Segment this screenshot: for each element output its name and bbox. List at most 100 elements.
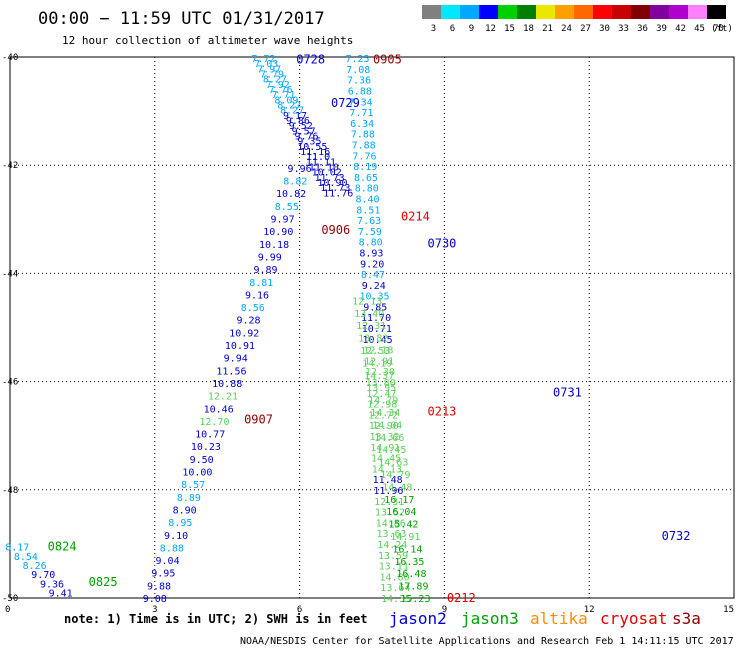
x-tick-label: 3	[152, 605, 157, 615]
wave-height-value: 11.16	[300, 147, 330, 158]
wave-height-value: 9.85	[363, 302, 387, 313]
wave-height-value: 12.13	[352, 296, 382, 307]
wave-height-value: 9.57	[292, 126, 316, 137]
pass-time-label: 0824	[48, 540, 77, 554]
wave-height-value: 9.41	[49, 589, 73, 600]
wave-height-value: 11.11	[306, 157, 336, 168]
wave-height-value: 7.72	[251, 54, 275, 65]
wave-height-value: 13.64	[380, 583, 410, 594]
wave-height-value: 9.10	[164, 531, 188, 542]
colorbar-label: 15	[504, 24, 515, 34]
satellite-legend-cryosat: cryosat	[600, 609, 667, 628]
satellite-legend-altika: altika	[530, 609, 588, 628]
wave-height-value: 8.17	[5, 543, 29, 554]
wave-height-value: 9.97	[271, 215, 295, 226]
wave-height-value: 14.80	[380, 572, 410, 583]
wave-height-value: 14.91	[390, 532, 420, 543]
wave-height-value: 13.82	[358, 334, 388, 345]
wave-height-value: 10.46	[204, 404, 234, 415]
wave-height-value: 7.76	[352, 151, 376, 162]
colorbar-legend: 3 6 9 12 15 18 21 24 27 30 33 36 39 42 45 70(ft)	[422, 5, 733, 34]
wave-height-value: 11.76	[323, 188, 353, 199]
wave-height-value: 8.54	[14, 552, 38, 563]
wave-height-value: 8.90	[173, 505, 197, 516]
wave-height-value: 13.40	[354, 309, 384, 320]
wave-height-value: 9.96	[288, 164, 312, 175]
wave-height-value: 7.76	[269, 85, 293, 96]
colorbar-label: 24	[561, 24, 572, 34]
colorbar-swatch	[422, 5, 441, 19]
wave-height-value: 14.24	[377, 540, 407, 551]
wave-height-value: 8.27	[277, 101, 301, 112]
wave-height-value: 16.35	[394, 557, 424, 568]
wave-height-value: 10.90	[263, 227, 293, 238]
colorbar-label: 18	[523, 24, 534, 34]
wave-height-value: 11.73	[320, 183, 350, 194]
wave-height-value: 14.91	[370, 443, 400, 454]
colorbar-swatch	[631, 5, 650, 19]
pass-time-label: 0212	[447, 591, 476, 605]
wave-height-value: 10.45	[363, 335, 393, 346]
wave-height-value: 9.17	[283, 111, 307, 122]
data-marks: 7.727.037.977.798.277.927.767.718.098.27…	[5, 53, 690, 605]
wave-height-value: 9.76	[295, 131, 319, 142]
colorbar-swatch	[517, 5, 536, 19]
wave-height-value: 11.0	[306, 152, 330, 163]
wave-height-value: 13.52	[375, 508, 405, 519]
wave-height-value: 10.35	[359, 292, 389, 303]
wave-height-value: 10.02	[312, 168, 342, 179]
y-tick-label: -48	[2, 486, 18, 496]
wave-height-value: 9.24	[362, 281, 386, 292]
wave-height-value: 9.89	[253, 265, 277, 276]
y-tick-label: -40	[2, 53, 18, 63]
pass-time-label: 0907	[244, 412, 273, 426]
wave-height-value: 7.63	[357, 216, 381, 227]
pass-time-label: 0728	[296, 53, 325, 67]
wave-height-value: 9.08	[143, 594, 167, 605]
wave-height-value: 12.21	[208, 392, 238, 403]
wave-height-value: 13.11	[379, 562, 409, 573]
colorbar-swatch	[612, 5, 631, 19]
chart-title: 00:00 − 11:59 UTC 01/31/2017	[38, 9, 325, 29]
wave-height-value: 14.45	[376, 445, 406, 456]
wave-height-value: 12.30	[365, 367, 395, 378]
wave-height-value: 8.80	[359, 238, 383, 249]
footer-credit: NOAA/NESDIS Center for Satellite Applica…	[240, 636, 734, 647]
colorbar-swatch	[650, 5, 669, 19]
wave-height-value: 11.70	[361, 313, 391, 324]
wave-height-value: 8.88	[160, 543, 184, 554]
wave-height-value: 14.79	[368, 396, 398, 407]
wave-height-value: 11.56	[216, 366, 246, 377]
pass-time-label: 0906	[321, 223, 350, 237]
wave-height-value: 10.90	[317, 178, 347, 189]
wave-height-value: 6.34	[350, 119, 374, 130]
wave-height-value: 7.71	[349, 108, 373, 119]
colorbar-label: 6	[450, 24, 455, 34]
wave-height-value: 8.26	[23, 561, 47, 572]
x-tick-label: 15	[723, 605, 734, 615]
wave-height-value: 7.92	[266, 80, 290, 91]
colorbar-label: 45	[694, 24, 705, 34]
wave-height-value: 9.50	[190, 455, 214, 466]
footer-note: note: 1) Time is in UTC; 2) SWH is in fe…	[64, 612, 367, 626]
colorbar-swatch	[536, 5, 555, 19]
pass-time-label: 0731	[553, 385, 582, 399]
wave-height-value: 8.56	[241, 303, 265, 314]
pass-time-label: 0213	[428, 404, 457, 418]
wave-height-value: 6.88	[348, 86, 372, 97]
colorbar-swatch	[460, 5, 479, 19]
wave-height-value: 14.45	[371, 454, 401, 465]
wave-height-value: 14.13	[372, 464, 402, 475]
wave-height-value: 9.99	[258, 252, 282, 263]
pass-time-label: 0825	[89, 575, 118, 589]
wave-height-value: 8.57	[181, 480, 205, 491]
wave-height-value: 9.36	[40, 579, 64, 590]
wave-height-value: 14.63	[378, 458, 408, 469]
wave-height-value: 15.23	[400, 594, 430, 605]
wave-height-value: 8.51	[356, 205, 380, 216]
wave-height-value: 11.48	[373, 475, 403, 486]
wave-height-value: 10.55	[297, 142, 327, 153]
wave-height-value: 10.00	[182, 468, 212, 479]
wave-height-value: 14.79	[380, 470, 410, 481]
pass-time-label: 0729	[331, 96, 360, 110]
